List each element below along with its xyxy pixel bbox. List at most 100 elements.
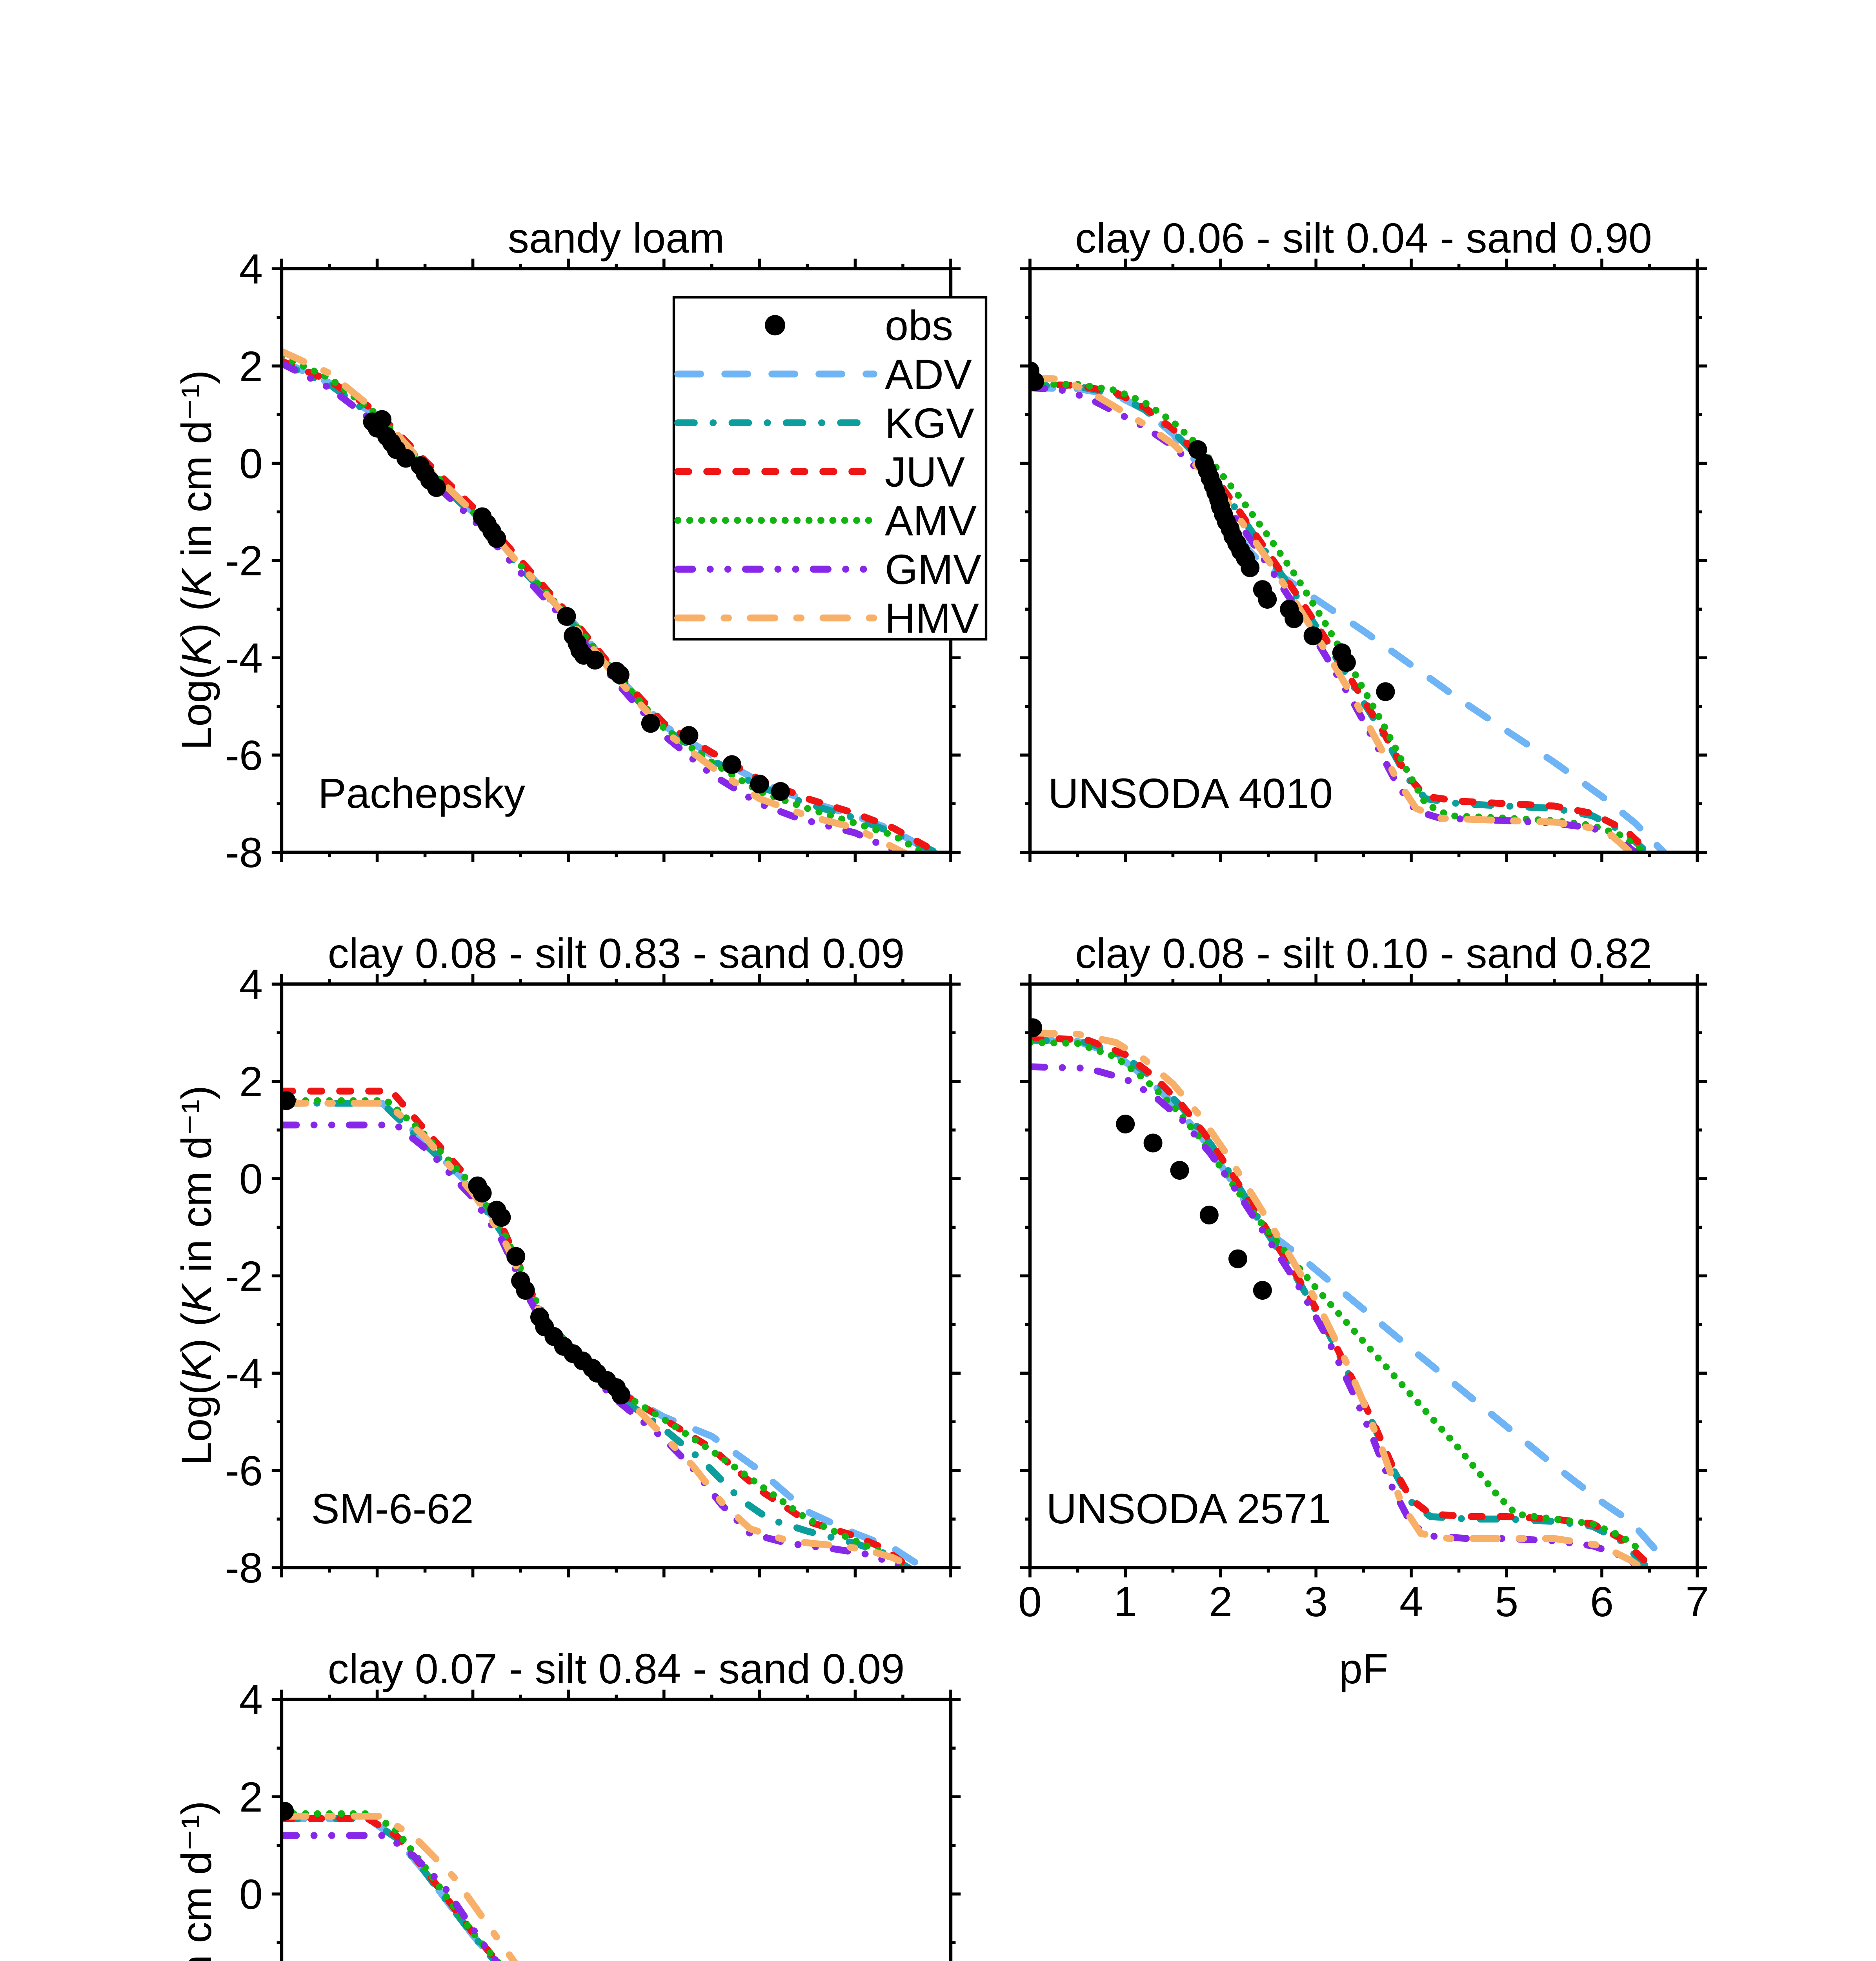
curves-group — [280, 1802, 518, 1961]
y-tick-label: -6 — [225, 731, 263, 779]
legend-entry-HMV: HMV — [674, 595, 979, 642]
y-tick-label: -2 — [225, 537, 263, 584]
obs-point — [1376, 682, 1395, 701]
obs-point — [280, 1802, 294, 1821]
legend-entry-GMV: GMV — [674, 546, 981, 593]
legend-label-HMV: HMV — [885, 595, 979, 642]
obs-point — [722, 755, 741, 774]
plot-title-sm-6-62: clay 0.08 - silt 0.83 - sand 0.09 — [328, 931, 905, 978]
plot-unsoda-4010 — [1020, 258, 1707, 862]
obs-point — [586, 651, 605, 670]
legend-entry-AMV: AMV — [674, 497, 977, 544]
obs-point — [396, 449, 415, 468]
obs-point — [1028, 1018, 1043, 1037]
plot-title-sm-35-119: clay 0.07 - silt 0.84 - sand 0.09 — [328, 1646, 905, 1694]
y-tick-label: -8 — [225, 1544, 263, 1592]
obs-point — [679, 726, 699, 745]
panel-label-unsoda-2571: UNSODA 2571 — [1046, 1485, 1331, 1533]
obs-point — [506, 1247, 526, 1266]
curve-AMV — [1028, 1039, 1649, 1557]
curves-group — [1028, 361, 1667, 854]
curve-HMV — [1028, 1029, 1649, 1569]
obs-point — [1028, 372, 1044, 391]
obs-point — [473, 1184, 492, 1202]
plot-pachepsky: 4 2 0 -2 -4 -6 -8 — [225, 245, 961, 876]
x-tick-label: 4 — [1399, 1578, 1423, 1625]
curve-AMV — [280, 1810, 502, 1961]
legend-label-JUV: JUV — [885, 448, 965, 495]
obs-point — [1253, 1281, 1272, 1300]
y-tick-label: 4 — [239, 1676, 263, 1723]
curves-group — [1028, 1018, 1658, 1569]
obs-point — [1199, 1206, 1219, 1224]
curve-AMV — [280, 1097, 911, 1569]
y-axis-label: Log(K) (K in cm d⁻¹) — [173, 1801, 220, 1961]
x-tick-label: 7 — [1685, 1578, 1709, 1625]
y-tick-label: 0 — [239, 440, 263, 487]
y-tick-label: 4 — [239, 960, 263, 1008]
panel-label-unsoda-4010: UNSODA 4010 — [1048, 770, 1333, 817]
legend-entry-KGV: KGV — [674, 399, 974, 447]
x-tick-label: 1 — [1114, 1578, 1137, 1625]
legend-label-obs: obs — [885, 302, 953, 349]
curve-ADV — [280, 1815, 500, 1961]
y-tick-label: 2 — [239, 342, 263, 390]
obs-point — [1116, 1115, 1135, 1133]
plot-unsoda-2571: 0 1 2 3 4 5 6 7 — [1018, 974, 1709, 1625]
obs-point — [1241, 558, 1260, 577]
x-tick-label: 3 — [1304, 1578, 1328, 1625]
y-tick-label: 0 — [239, 1870, 263, 1918]
obs-point — [492, 1208, 511, 1227]
obs-point — [1303, 626, 1323, 646]
legend-label-ADV: ADV — [885, 351, 972, 398]
y-tick-label: 2 — [239, 1773, 263, 1821]
plot-frame — [280, 982, 953, 1570]
x-tick-label: 5 — [1495, 1578, 1518, 1625]
y-axis-label: Log(K) (K in cm d⁻¹) — [173, 370, 220, 751]
curve-KGV — [280, 1815, 500, 1961]
obs-point — [1170, 1161, 1189, 1180]
y-tick-label: -8 — [225, 829, 263, 876]
obs-point — [427, 478, 446, 497]
obs-point — [641, 714, 660, 733]
plot-sm-6-62: 4 2 0 -2 -4 -6 -8 — [225, 960, 961, 1592]
curve-GMV — [280, 360, 906, 854]
curve-GMV — [280, 1832, 500, 1961]
curves-group — [280, 348, 945, 854]
x-tick-label: 6 — [1590, 1578, 1614, 1625]
panel-label-sm-6-62: SM-6-62 — [311, 1485, 474, 1533]
y-tick-label: -6 — [225, 1447, 263, 1494]
legend-entry-obs: obs — [765, 302, 953, 349]
curve-HMV — [280, 1813, 518, 1961]
y-tick-label: -4 — [225, 634, 263, 682]
legend-marker-obs — [765, 315, 785, 336]
obs-point — [1258, 590, 1277, 609]
curve-GMV — [1028, 1063, 1649, 1569]
legend-entry-JUV: JUV — [674, 448, 965, 495]
plot-title-unsoda-2571: clay 0.08 - silt 0.10 - sand 0.82 — [1075, 931, 1652, 978]
y-tick-label: -4 — [225, 1350, 263, 1397]
y-tick-label: -2 — [225, 1252, 263, 1300]
plot-title-unsoda-4010: clay 0.06 - silt 0.04 - sand 0.90 — [1075, 215, 1652, 263]
obs-point — [1285, 609, 1304, 628]
y-tick-label: 4 — [239, 245, 263, 293]
obs-point — [557, 607, 576, 626]
obs-point — [750, 775, 769, 794]
obs-point — [1143, 1133, 1163, 1153]
obs-point — [771, 782, 790, 801]
curve-JUV — [1028, 381, 1653, 854]
y-axis-label: Log(K) (K in cm d⁻¹) — [173, 1086, 220, 1466]
curves-group — [280, 1088, 930, 1569]
plot-title-sandy-loam: sandy loam — [508, 215, 725, 263]
legend-entry-ADV: ADV — [674, 351, 972, 398]
obs-point — [373, 410, 391, 429]
legend-label-AMV: AMV — [885, 497, 977, 544]
legend-label-GMV: GMV — [885, 546, 981, 593]
panel-label-pachepsky: Pachepsky — [318, 770, 526, 817]
x-tick-label: 2 — [1209, 1578, 1232, 1625]
x-tick-label: 0 — [1018, 1578, 1042, 1625]
curve-HMV — [280, 1100, 921, 1569]
